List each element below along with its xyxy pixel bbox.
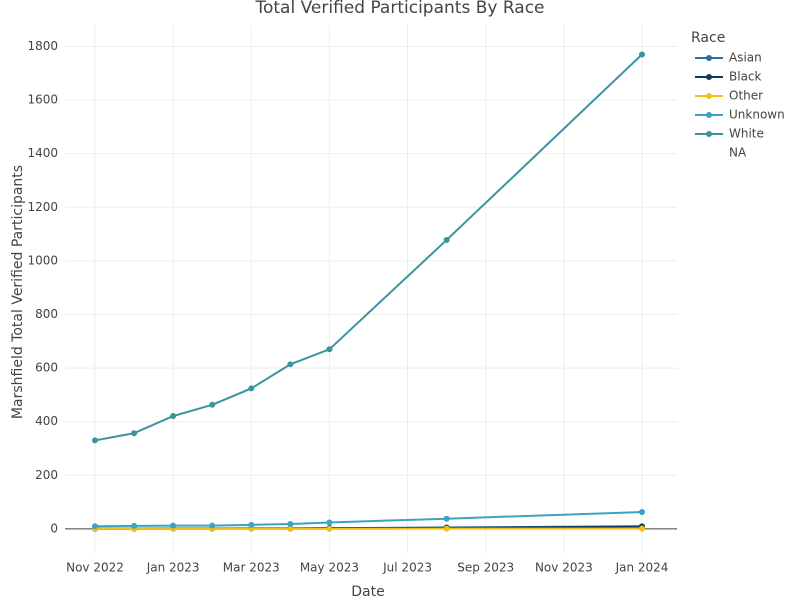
data-point bbox=[639, 525, 645, 532]
legend-swatch bbox=[706, 74, 712, 80]
legend-swatch bbox=[706, 93, 712, 99]
y-axis-title: Marshfield Total Verified Participants bbox=[10, 165, 26, 419]
data-point bbox=[639, 51, 645, 58]
y-tick-label: 600 bbox=[35, 361, 58, 375]
data-point bbox=[209, 522, 216, 529]
y-tick-label: 1000 bbox=[27, 253, 58, 267]
x-tick-label: Jul 2023 bbox=[382, 561, 432, 575]
x-tick-label: Nov 2022 bbox=[66, 561, 124, 575]
legend-swatch bbox=[706, 131, 712, 137]
chart-title: Total Verified Participants By Race bbox=[255, 0, 545, 18]
data-point bbox=[131, 430, 138, 437]
y-tick-label: 0 bbox=[50, 521, 58, 535]
y-tick-label: 800 bbox=[35, 307, 58, 321]
y-tick-label: 1200 bbox=[27, 200, 58, 214]
x-tick-label: Jan 2023 bbox=[146, 561, 200, 575]
x-tick-label: Mar 2023 bbox=[223, 561, 280, 575]
data-point bbox=[248, 521, 255, 528]
data-point bbox=[287, 521, 294, 528]
data-point bbox=[209, 401, 216, 408]
data-point bbox=[326, 519, 333, 526]
legend-swatch bbox=[706, 112, 712, 118]
data-point bbox=[248, 385, 255, 392]
data-point bbox=[92, 523, 98, 530]
data-point bbox=[92, 437, 98, 444]
y-tick-label: 1400 bbox=[27, 146, 58, 160]
legend-label: Other bbox=[729, 89, 763, 103]
data-point bbox=[326, 525, 333, 532]
legend-label: Asian bbox=[729, 51, 762, 65]
data-point bbox=[326, 346, 333, 353]
data-point bbox=[170, 413, 177, 420]
x-axis-title: Date bbox=[351, 584, 384, 600]
y-tick-label: 1800 bbox=[27, 39, 58, 53]
data-point bbox=[131, 522, 138, 529]
legend-label: Black bbox=[729, 70, 762, 84]
series-line bbox=[94, 510, 643, 528]
x-tick-label: Jan 2024 bbox=[615, 561, 669, 575]
data-point bbox=[639, 508, 645, 515]
data-point bbox=[443, 525, 450, 532]
x-tick-label: May 2023 bbox=[300, 561, 359, 575]
y-tick-label: 1600 bbox=[27, 93, 58, 107]
y-tick-label: 200 bbox=[35, 468, 58, 482]
legend-swatch bbox=[706, 55, 712, 61]
y-tick-label: 400 bbox=[35, 414, 58, 428]
x-tick-label: Nov 2023 bbox=[535, 561, 593, 575]
data-point bbox=[287, 361, 294, 368]
data-point bbox=[443, 515, 450, 522]
series-line bbox=[94, 53, 643, 442]
data-point bbox=[170, 522, 177, 529]
legend-label: NA bbox=[729, 146, 747, 160]
x-tick-label: Sep 2023 bbox=[457, 561, 514, 575]
data-point bbox=[287, 525, 294, 532]
legend-label: Unknown bbox=[729, 108, 785, 122]
legend-title: Race bbox=[691, 30, 725, 46]
data-point bbox=[443, 236, 450, 243]
legend-label: White bbox=[729, 127, 764, 141]
